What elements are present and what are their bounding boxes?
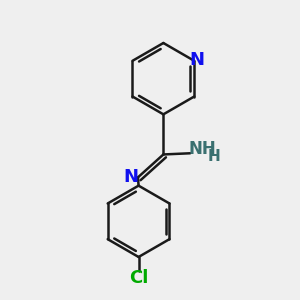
Text: N: N (123, 168, 138, 186)
Text: N: N (190, 51, 205, 69)
Text: NH: NH (189, 140, 217, 158)
Text: H: H (207, 149, 220, 164)
Text: Cl: Cl (129, 269, 148, 287)
